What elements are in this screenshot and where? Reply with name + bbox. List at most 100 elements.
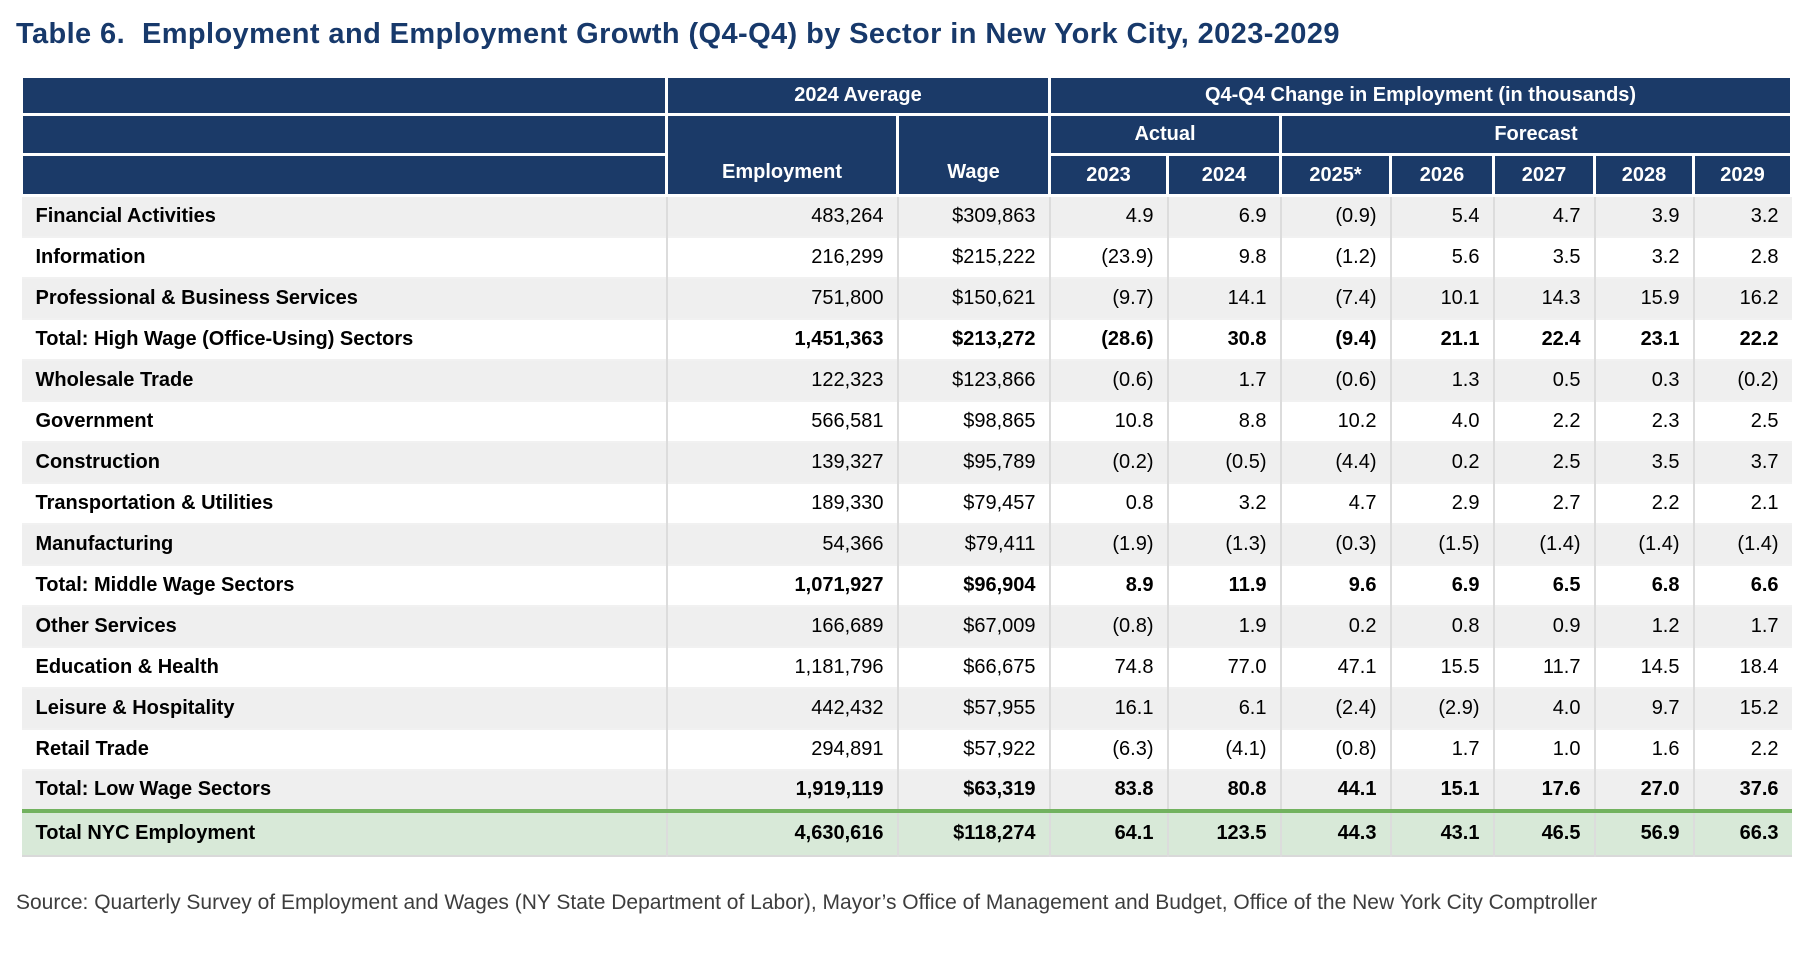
- wage-cell: $66,675: [896, 645, 1050, 688]
- change-cell-2026: 4.0: [1389, 399, 1494, 442]
- change-cell-2028: 1.2: [1593, 604, 1694, 647]
- table-header: 2024 Average Q4-Q4 Change in Employment …: [20, 75, 1794, 197]
- header-group-forecast: Forecast: [1278, 113, 1794, 156]
- change-cell-2027: 11.7: [1492, 645, 1595, 688]
- change-cell-2029: 2.1: [1692, 481, 1792, 524]
- header-year-2023: 2023: [1048, 153, 1169, 197]
- change-cell-2025: (2.4): [1279, 686, 1391, 729]
- change-cell-2027: 6.5: [1492, 563, 1595, 606]
- change-cell-2023: (0.6): [1048, 358, 1168, 401]
- change-cell-2029: 2.5: [1692, 399, 1792, 442]
- change-cell-2029: 3.7: [1692, 440, 1792, 483]
- change-cell-2023: 4.9: [1048, 194, 1168, 237]
- sector-cell: Wholesale Trade: [21, 358, 667, 401]
- change-cell-2026: 5.6: [1389, 235, 1494, 278]
- wage-cell: $118,274: [896, 808, 1050, 856]
- header-year-2029: 2029: [1691, 153, 1794, 197]
- table-row: Total NYC Employment 4,630,616 $118,274 64.…: [21, 808, 1792, 856]
- header-employment: Employment: [665, 113, 899, 197]
- employment-cell: 751,800: [665, 276, 898, 319]
- wage-cell: $63,319: [896, 768, 1050, 811]
- table-container: 2024 Average Q4-Q4 Change in Employment …: [20, 75, 1800, 857]
- change-cell-2029: 1.7: [1692, 604, 1792, 647]
- table-row: Other Services 166,689 $67,009 (0.8) 1.9 0.2 0…: [21, 604, 1792, 647]
- wage-cell: $79,411: [896, 522, 1050, 565]
- change-cell-2026: 15.1: [1389, 768, 1494, 811]
- change-cell-2027: 46.5: [1492, 808, 1595, 856]
- change-cell-2025: (0.3): [1279, 522, 1391, 565]
- employment-table: 2024 Average Q4-Q4 Change in Employment …: [20, 75, 1794, 857]
- header-year-2026: 2026: [1389, 153, 1495, 197]
- header-blank-sector: [20, 75, 668, 116]
- change-cell-2027: 3.5: [1492, 235, 1595, 278]
- change-cell-2029: 37.6: [1692, 768, 1792, 811]
- change-cell-2025: (4.4): [1279, 440, 1391, 483]
- change-cell-2027: 22.4: [1492, 317, 1595, 360]
- change-cell-2023: (23.9): [1048, 235, 1168, 278]
- change-cell-2023: (6.3): [1048, 727, 1168, 770]
- change-cell-2025: (0.8): [1279, 727, 1391, 770]
- change-cell-2023: 74.8: [1048, 645, 1168, 688]
- change-cell-2023: 64.1: [1048, 808, 1168, 856]
- employment-cell: 1,919,119: [665, 768, 898, 811]
- employment-cell: 294,891: [665, 727, 898, 770]
- table-row: Financial Activities 483,264 $309,863 4.9 6.…: [21, 194, 1792, 237]
- change-cell-2023: 0.8: [1048, 481, 1168, 524]
- change-cell-2024: 77.0: [1166, 645, 1281, 688]
- change-cell-2026: 1.7: [1389, 727, 1494, 770]
- change-cell-2027: 2.2: [1492, 399, 1595, 442]
- header-row-actual-forecast: Employment Wage Actual Forecast: [20, 113, 1794, 197]
- sector-cell: Total NYC Employment: [21, 808, 667, 856]
- change-cell-2029: 15.2: [1692, 686, 1792, 729]
- change-cell-2028: 3.2: [1593, 235, 1694, 278]
- wage-cell: $150,621: [896, 276, 1050, 319]
- change-cell-2026: 0.2: [1389, 440, 1494, 483]
- table-row: Information 216,299 $215,222 (23.9) 9.8 (1.2)…: [21, 235, 1792, 278]
- table-row: Total: Middle Wage Sectors 1,071,927 $96,9…: [21, 563, 1792, 606]
- change-cell-2024: (1.3): [1166, 522, 1281, 565]
- header-year-2024: 2024: [1166, 153, 1282, 197]
- change-cell-2023: 83.8: [1048, 768, 1168, 811]
- change-cell-2023: (28.6): [1048, 317, 1168, 360]
- change-cell-2025: 44.1: [1279, 768, 1391, 811]
- wage-cell: $213,272: [896, 317, 1050, 360]
- wage-cell: $98,865: [896, 399, 1050, 442]
- change-cell-2025: (7.4): [1279, 276, 1391, 319]
- change-cell-2025: 44.3: [1279, 808, 1391, 856]
- change-cell-2028: 14.5: [1593, 645, 1694, 688]
- employment-cell: 4,630,616: [665, 808, 898, 856]
- change-cell-2024: 30.8: [1166, 317, 1281, 360]
- change-cell-2029: 66.3: [1692, 808, 1792, 856]
- change-cell-2026: 43.1: [1389, 808, 1494, 856]
- change-cell-2025: 9.6: [1279, 563, 1391, 606]
- sector-cell: Manufacturing: [21, 522, 667, 565]
- header-wage: Wage: [896, 113, 1051, 197]
- header-group-2024-average: 2024 Average: [665, 75, 1051, 116]
- change-cell-2024: 123.5: [1166, 808, 1281, 856]
- change-cell-2026: 0.8: [1389, 604, 1494, 647]
- change-cell-2024: 14.1: [1166, 276, 1281, 319]
- employment-cell: 1,071,927: [665, 563, 898, 606]
- change-cell-2024: 3.2: [1166, 481, 1281, 524]
- change-cell-2024: 11.9: [1166, 563, 1281, 606]
- change-cell-2025: 4.7: [1279, 481, 1391, 524]
- change-cell-2027: 14.3: [1492, 276, 1595, 319]
- table-row: Government 566,581 $98,865 10.8 8.8 10.2 4.0 2.…: [21, 399, 1792, 442]
- change-cell-2023: (0.8): [1048, 604, 1168, 647]
- employment-cell: 566,581: [665, 399, 898, 442]
- change-cell-2028: 3.9: [1593, 194, 1694, 237]
- change-cell-2028: 15.9: [1593, 276, 1694, 319]
- header-group-actual: Actual: [1048, 113, 1282, 156]
- change-cell-2027: 4.7: [1492, 194, 1595, 237]
- change-cell-2024: 80.8: [1166, 768, 1281, 811]
- change-cell-2025: (0.6): [1279, 358, 1391, 401]
- change-cell-2026: 6.9: [1389, 563, 1494, 606]
- change-cell-2028: 6.8: [1593, 563, 1694, 606]
- change-cell-2025: 0.2: [1279, 604, 1391, 647]
- header-row-groups: 2024 Average Q4-Q4 Change in Employment …: [20, 75, 1794, 116]
- sector-cell: Financial Activities: [21, 194, 667, 237]
- change-cell-2028: 2.2: [1593, 481, 1694, 524]
- header-year-2025: 2025*: [1279, 153, 1392, 197]
- change-cell-2028: 56.9: [1593, 808, 1694, 856]
- header-row-years: 2023 2024 2025* 2026 2027 2028 2029: [20, 153, 1794, 197]
